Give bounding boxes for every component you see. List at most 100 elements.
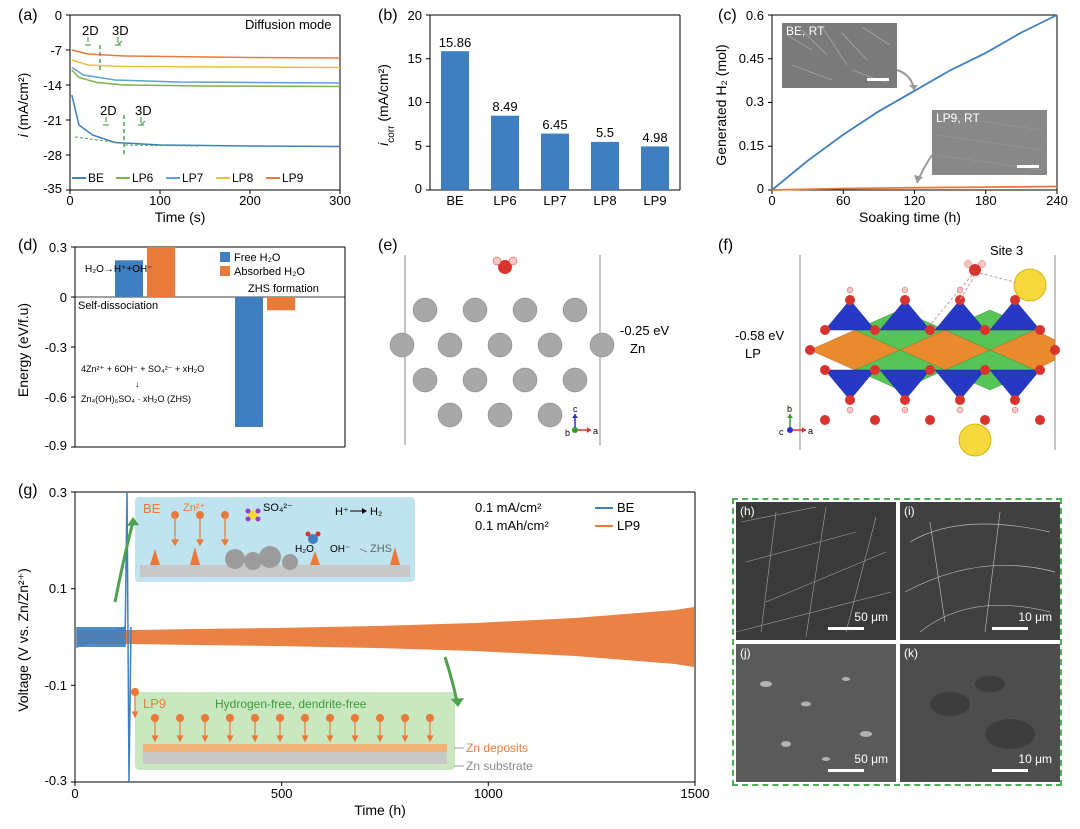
panel-b: (b) 0 5 10 15 20: [370, 5, 690, 225]
cond2: 0.1 mAh/cm²: [475, 518, 549, 533]
svg-text:500: 500: [271, 786, 293, 801]
svg-text:-21: -21: [43, 113, 62, 128]
svg-text:LP9: LP9: [617, 518, 640, 533]
panel-c-label: (c): [718, 7, 737, 25]
svg-text:H₂O: H₂O: [295, 544, 314, 555]
svg-text:Energy (eV/f.u): Energy (eV/f.u): [15, 303, 31, 397]
panel-c-inset-be: BE, RT: [782, 23, 897, 88]
svg-text:-35: -35: [43, 181, 62, 196]
inset-be: BE Zn²⁺ SO₄²: [135, 497, 415, 582]
svg-text:LP8: LP8: [232, 171, 254, 185]
sem-h-label: (h): [740, 504, 755, 518]
svg-text:BE: BE: [88, 171, 104, 185]
svg-text:-0.3: -0.3: [45, 773, 67, 788]
panel-a-ann-3d-top: 3D: [112, 23, 129, 38]
svg-text:BE: BE: [446, 193, 464, 208]
sem-i: (i) 10 μm: [900, 502, 1060, 640]
panel-a-ann-2d-bot: 2D: [100, 103, 117, 118]
panel-d-chart: 0.3 0 -0.3 -0.6 -0.9 Self-dissociation Z…: [10, 235, 355, 470]
panel-f-label: (f): [718, 237, 733, 255]
svg-text:-0.6: -0.6: [45, 390, 67, 405]
svg-text:0.1: 0.1: [49, 581, 67, 596]
panel-a-xlabel: Time (s): [155, 209, 206, 225]
panel-a-ann-2d-top: 2D: [82, 23, 99, 38]
svg-text:240: 240: [1046, 193, 1068, 208]
svg-text:0: 0: [415, 181, 422, 196]
sem-j-scale: 50 μm: [854, 752, 888, 766]
svg-text:120: 120: [904, 193, 926, 208]
svg-text:↓: ↓: [135, 379, 140, 389]
svg-text:0.3: 0.3: [49, 485, 67, 500]
panel-a-ann-3d-bot: 3D: [135, 103, 152, 118]
svg-text:BE: BE: [143, 501, 161, 516]
svg-text:Zn₄(OH)₆SO₄ · xH₂O (ZHS): Zn₄(OH)₆SO₄ · xH₂O (ZHS): [81, 394, 191, 404]
svg-text:Free H₂O: Free H₂O: [234, 252, 281, 264]
svg-text:0.6: 0.6: [746, 8, 764, 23]
panel-f-structure: a b c -0.58 eV LP Site 3: [710, 235, 1070, 470]
svg-text:H₂O→H⁺+OH⁻: H₂O→H⁺+OH⁻: [85, 264, 153, 275]
panel-a-label: (a): [18, 7, 38, 25]
svg-text:Hydrogen-free, dendrite-free: Hydrogen-free, dendrite-free: [215, 697, 367, 711]
panel-g-chart: 0.3 0.1 -0.1 -0.3 0 500 1000 1500: [10, 480, 710, 820]
svg-text:5: 5: [415, 138, 422, 153]
svg-text:300: 300: [329, 193, 351, 208]
svg-text:LP7: LP7: [543, 193, 566, 208]
svg-text:1500: 1500: [681, 786, 710, 801]
svg-text:Voltage (V vs. Zn/Zn²⁺): Voltage (V vs. Zn/Zn²⁺): [15, 568, 31, 712]
panel-e-energy: -0.25 eV: [620, 323, 669, 338]
panel-a: (a) 0 -7 -14 -21 -28 -35: [10, 5, 355, 225]
svg-text:LP7: LP7: [182, 171, 204, 185]
svg-text:0: 0: [66, 193, 73, 208]
panel-a-chart: 0 -7 -14 -21 -28 -35 0 100 200 300: [10, 5, 355, 225]
svg-text:H⁺: H⁺: [335, 506, 349, 518]
svg-text:0.3: 0.3: [746, 94, 764, 109]
panel-f-site: Site 3: [990, 243, 1023, 258]
svg-text:0.3: 0.3: [49, 240, 67, 255]
panel-c-xlabel: Soaking time (h): [859, 209, 961, 225]
svg-text:icorr (mA/cm²): icorr (mA/cm²): [375, 64, 397, 146]
sem-j: (j) 50 μm: [736, 644, 896, 782]
panel-g: (g) 0.3 0.1 -0.1 -0.3 0 500 1000: [10, 480, 710, 820]
panel-g-xlabel: Time (h): [354, 802, 406, 818]
svg-text:SO₄²⁻: SO₄²⁻: [263, 502, 293, 514]
svg-text:b: b: [787, 404, 792, 414]
svg-text:0: 0: [71, 786, 78, 801]
svg-text:-28: -28: [43, 148, 62, 163]
sem-i-scale: 10 μm: [1018, 610, 1052, 624]
svg-text:BE: BE: [617, 500, 635, 515]
sem-k-label: (k): [904, 646, 918, 660]
panel-f-material: LP: [745, 346, 761, 361]
sem-k: (k) 10 μm: [900, 644, 1060, 782]
svg-text:BE, RT: BE, RT: [786, 24, 825, 38]
svg-text:15: 15: [408, 51, 422, 66]
svg-text:a: a: [593, 426, 598, 436]
panel-f-energy: -0.58 eV: [735, 328, 784, 343]
svg-text:-7: -7: [50, 43, 62, 58]
svg-text:Generated H₂ (mol): Generated H₂ (mol): [713, 44, 729, 165]
panel-e: (e) a c b -0: [370, 235, 690, 470]
svg-text:-0.9: -0.9: [45, 438, 67, 453]
panel-f: (f): [710, 235, 1070, 470]
svg-text:LP9: LP9: [282, 171, 304, 185]
svg-text:i (mA/cm²): i (mA/cm²): [15, 73, 31, 138]
panel-c-inset-lp9: LP9, RT: [932, 110, 1047, 175]
panel-c: (c) 0 0.15 0.3 0.45 0.6 0 60: [710, 5, 1070, 225]
svg-text:-14: -14: [43, 78, 62, 93]
svg-text:LP9: LP9: [643, 193, 666, 208]
svg-text:0: 0: [60, 290, 67, 305]
svg-text:0.45: 0.45: [739, 51, 764, 66]
bar-val-LP6: 8.49: [492, 99, 517, 114]
svg-text:LP9: LP9: [143, 696, 166, 711]
svg-text:c: c: [573, 404, 578, 414]
bar-val-LP9: 4.98: [642, 130, 667, 145]
svg-text:60: 60: [836, 193, 850, 208]
svg-text:100: 100: [149, 193, 171, 208]
svg-text:ZHS: ZHS: [370, 543, 392, 555]
panel-g-label: (g): [18, 482, 38, 500]
panel-b-label: (b): [378, 7, 398, 25]
sem-i-label: (i): [904, 504, 915, 518]
sem-j-label: (j): [740, 646, 751, 660]
svg-text:Zn²⁺: Zn²⁺: [183, 502, 206, 514]
svg-text:Zn substrate: Zn substrate: [466, 759, 533, 773]
svg-text:LP6: LP6: [493, 193, 516, 208]
